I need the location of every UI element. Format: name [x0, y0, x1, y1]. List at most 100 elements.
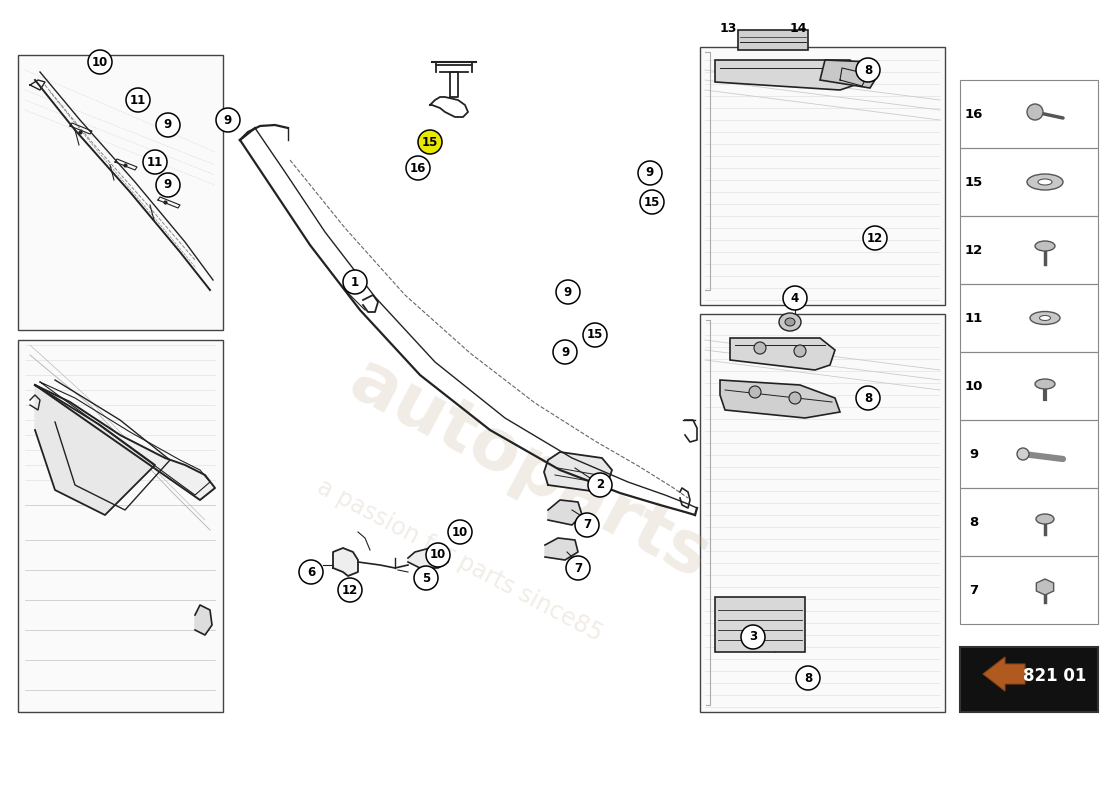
- Bar: [715, 597, 805, 652]
- Circle shape: [426, 543, 450, 567]
- Polygon shape: [983, 657, 1025, 691]
- Text: 9: 9: [164, 118, 172, 131]
- Circle shape: [754, 342, 766, 354]
- Text: 10: 10: [92, 55, 108, 69]
- Text: 6: 6: [307, 566, 315, 578]
- Bar: [960, 80, 1098, 148]
- Bar: [960, 420, 1098, 488]
- Text: 8: 8: [864, 63, 872, 77]
- Circle shape: [343, 270, 367, 294]
- Polygon shape: [35, 385, 155, 515]
- Text: 7: 7: [574, 562, 582, 574]
- Ellipse shape: [779, 313, 801, 331]
- Polygon shape: [333, 548, 358, 576]
- Bar: [18, 55, 223, 330]
- Ellipse shape: [1038, 179, 1052, 185]
- Circle shape: [741, 625, 764, 649]
- Bar: [960, 284, 1098, 352]
- Circle shape: [126, 88, 150, 112]
- Bar: [960, 216, 1098, 284]
- Circle shape: [1027, 104, 1043, 120]
- Bar: [960, 556, 1098, 624]
- Text: 15: 15: [421, 135, 438, 149]
- Text: 10: 10: [452, 526, 469, 538]
- Text: 16: 16: [410, 162, 426, 174]
- Polygon shape: [548, 500, 582, 525]
- Bar: [960, 148, 1098, 216]
- Bar: [700, 47, 945, 305]
- Circle shape: [856, 58, 880, 82]
- Circle shape: [749, 386, 761, 398]
- Text: 12: 12: [867, 231, 883, 245]
- Bar: [700, 314, 945, 712]
- Ellipse shape: [1036, 514, 1054, 524]
- Text: 8: 8: [804, 671, 812, 685]
- Polygon shape: [730, 338, 835, 370]
- Polygon shape: [195, 605, 212, 635]
- Ellipse shape: [1030, 311, 1060, 325]
- Text: 4: 4: [791, 291, 799, 305]
- Bar: [738, 30, 808, 50]
- Text: 12: 12: [342, 583, 359, 597]
- Circle shape: [338, 578, 362, 602]
- Text: 8: 8: [969, 515, 979, 529]
- Text: 11: 11: [147, 155, 163, 169]
- Ellipse shape: [1027, 174, 1063, 190]
- Circle shape: [406, 156, 430, 180]
- Text: 16: 16: [965, 107, 983, 121]
- Text: 13: 13: [719, 22, 737, 34]
- Text: 9: 9: [564, 286, 572, 298]
- Text: 5: 5: [422, 571, 430, 585]
- Text: 8: 8: [864, 391, 872, 405]
- Text: 7: 7: [583, 518, 591, 531]
- Circle shape: [156, 113, 180, 137]
- Circle shape: [583, 323, 607, 347]
- Text: 11: 11: [130, 94, 146, 106]
- Circle shape: [864, 226, 887, 250]
- Bar: [960, 488, 1098, 556]
- Text: 10: 10: [965, 379, 983, 393]
- Circle shape: [789, 392, 801, 404]
- Polygon shape: [720, 380, 840, 418]
- Text: 821 01: 821 01: [1023, 667, 1087, 685]
- Text: 9: 9: [646, 166, 654, 179]
- Circle shape: [556, 280, 580, 304]
- Text: 12: 12: [965, 243, 983, 257]
- Bar: [960, 352, 1098, 420]
- Text: a passion for parts since85: a passion for parts since85: [314, 474, 607, 646]
- Circle shape: [143, 150, 167, 174]
- Polygon shape: [820, 60, 878, 88]
- Text: 11: 11: [965, 311, 983, 325]
- Text: 15: 15: [586, 329, 603, 342]
- Circle shape: [640, 190, 664, 214]
- Circle shape: [794, 345, 806, 357]
- Text: 1: 1: [351, 275, 359, 289]
- Text: 9: 9: [561, 346, 569, 358]
- Text: 3: 3: [749, 630, 757, 643]
- Polygon shape: [544, 538, 578, 560]
- Text: 2: 2: [596, 478, 604, 491]
- Circle shape: [575, 513, 600, 537]
- Bar: [960, 647, 1098, 712]
- Text: 14: 14: [790, 22, 806, 34]
- Ellipse shape: [1040, 315, 1050, 321]
- Text: 9: 9: [224, 114, 232, 126]
- Circle shape: [448, 520, 472, 544]
- Ellipse shape: [1035, 241, 1055, 251]
- Polygon shape: [408, 548, 448, 568]
- Circle shape: [553, 340, 578, 364]
- Polygon shape: [35, 385, 214, 500]
- Circle shape: [414, 566, 438, 590]
- Text: 15: 15: [965, 175, 983, 189]
- Circle shape: [88, 50, 112, 74]
- Circle shape: [783, 286, 807, 310]
- Circle shape: [156, 173, 180, 197]
- Circle shape: [1018, 448, 1028, 460]
- Circle shape: [796, 666, 820, 690]
- Circle shape: [638, 161, 662, 185]
- Text: 9: 9: [969, 447, 979, 461]
- Circle shape: [856, 386, 880, 410]
- Text: 15: 15: [644, 195, 660, 209]
- Circle shape: [299, 560, 323, 584]
- Text: 9: 9: [164, 178, 172, 191]
